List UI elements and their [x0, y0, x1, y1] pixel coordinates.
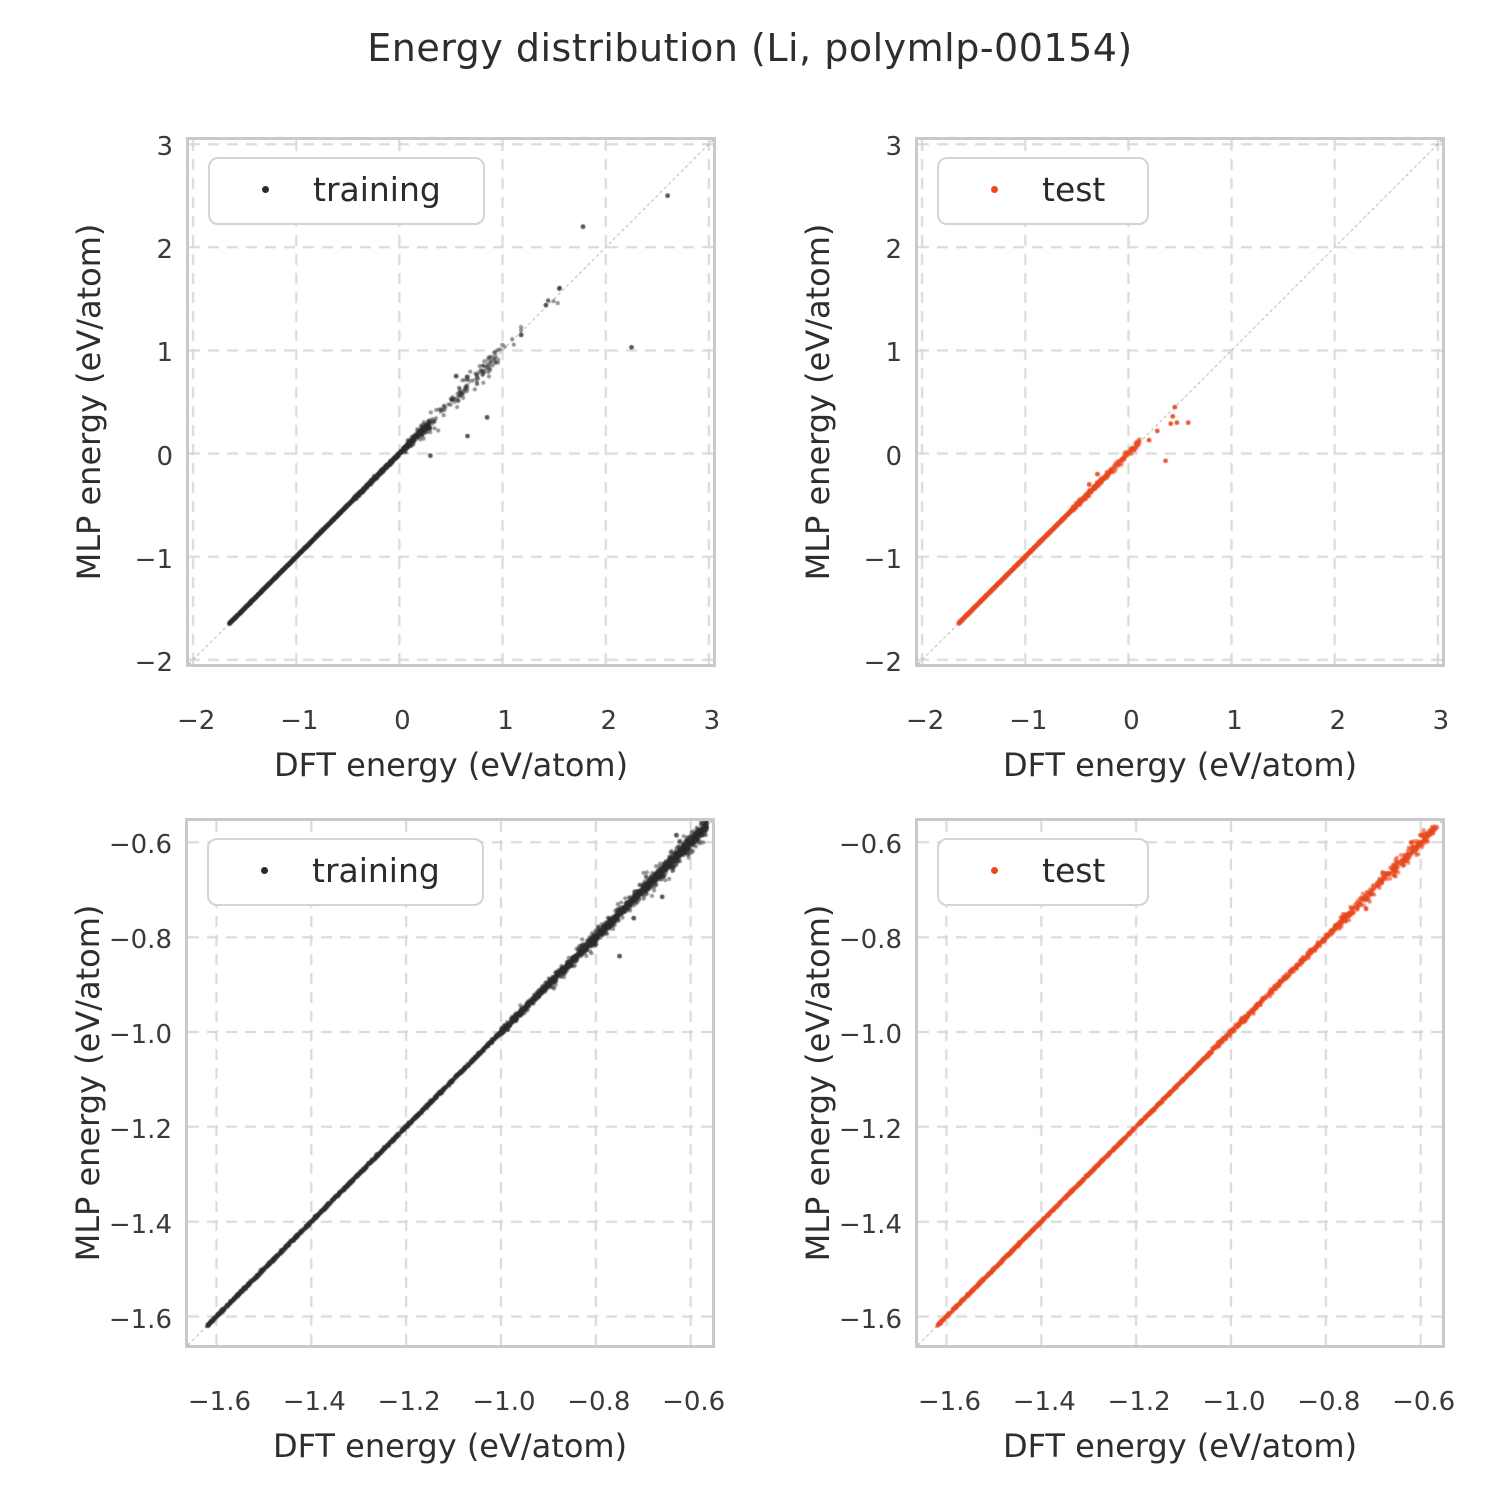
scatter-canvas-training-full: [189, 140, 713, 664]
legend-label: training: [312, 851, 440, 890]
legend-label: test: [1042, 170, 1106, 209]
y-tick-label: −0.8: [838, 925, 902, 956]
x-tick-label: 1: [497, 706, 514, 736]
y-tick-label: 2: [156, 235, 173, 266]
legend-box: training: [208, 157, 485, 225]
legend-marker-icon: [261, 867, 268, 875]
x-tick-label: −0.8: [1297, 1387, 1361, 1417]
x-tick-label: −1.4: [1012, 1387, 1076, 1417]
x-tick-label: −1.6: [917, 1387, 982, 1417]
scatter-panel-training-zoom: training DFT energy (eV/atom) MLP energy…: [69, 818, 725, 1465]
x-tick-label: −0.8: [567, 1387, 631, 1417]
scatter-canvas-test-full: [918, 140, 1442, 664]
legend-label: test: [1042, 851, 1106, 890]
y-tick-label: 3: [885, 132, 902, 163]
y-tick-label: 1: [885, 338, 902, 369]
y-tick-label: 2: [885, 235, 902, 266]
x-tick-label: −1.2: [1107, 1387, 1171, 1417]
y-tick-label: −0.6: [108, 830, 172, 861]
y-tick-label: −1.2: [108, 1114, 172, 1145]
x-tick-label: −0.6: [662, 1387, 726, 1417]
x-tick-label: 3: [1432, 706, 1450, 736]
y-tick-label: −1.4: [108, 1209, 172, 1240]
y-tick-label: −0.6: [838, 830, 902, 861]
chart-title: Energy distribution (Li, polymlp-00154): [367, 26, 1133, 70]
x-tick-label: −1.0: [472, 1387, 536, 1417]
y-tick-label: −1: [863, 544, 902, 575]
scatter-panel-test-zoom: test DFT energy (eV/atom) MLP energy (eV…: [799, 818, 1455, 1465]
y-axis-label: MLP energy (eV/atom): [799, 904, 837, 1262]
legend-box: training: [207, 838, 484, 906]
y-tick-label: −2: [863, 647, 902, 678]
x-tick-label: 0: [1123, 706, 1140, 736]
y-tick-label: −2: [134, 647, 173, 678]
legend-marker-icon: [991, 867, 998, 875]
x-tick-label: −1.6: [187, 1387, 252, 1417]
x-tick-label: −1.2: [377, 1387, 441, 1417]
y-tick-label: −1.6: [108, 1304, 172, 1335]
x-tick-label: −2: [176, 706, 216, 736]
x-tick-label: −1: [280, 706, 319, 736]
scatter-canvas-test-zoom: [918, 821, 1442, 1345]
x-axis-label: DFT energy (eV/atom): [1002, 746, 1358, 784]
x-tick-label: 2: [600, 706, 617, 736]
y-tick-label: −1: [134, 544, 173, 575]
x-tick-label: 1: [1226, 706, 1243, 736]
y-tick-label: −1.0: [108, 1020, 172, 1051]
y-tick-label: −1.0: [838, 1020, 902, 1051]
legend-box: test: [937, 157, 1150, 225]
y-tick-label: 3: [156, 132, 173, 163]
legend-box: test: [937, 838, 1150, 906]
y-tick-label: 0: [885, 441, 902, 472]
y-tick-label: −1.6: [838, 1304, 902, 1335]
x-tick-label: −0.6: [1392, 1387, 1456, 1417]
legend-label: training: [313, 170, 441, 209]
y-tick-label: 0: [156, 441, 173, 472]
x-tick-label: 2: [1329, 706, 1346, 736]
x-axis-label: DFT energy (eV/atom): [1002, 1427, 1358, 1465]
y-tick-label: −1.2: [838, 1114, 902, 1145]
x-axis-label: DFT energy (eV/atom): [273, 746, 629, 784]
x-axis-label: DFT energy (eV/atom): [272, 1427, 628, 1465]
y-tick-label: −1.4: [838, 1209, 902, 1240]
scatter-canvas-training-zoom: [188, 821, 712, 1345]
legend-marker-icon: [262, 186, 269, 194]
scatter-panel-test-full: test DFT energy (eV/atom) MLP energy (eV…: [799, 132, 1449, 784]
x-tick-label: −1: [1009, 706, 1048, 736]
x-tick-label: −1.0: [1202, 1387, 1266, 1417]
x-tick-label: 3: [703, 706, 721, 736]
y-tick-label: 1: [156, 338, 173, 369]
x-tick-label: −2: [905, 706, 945, 736]
y-axis-label: MLP energy (eV/atom): [69, 904, 107, 1262]
y-tick-label: −0.8: [108, 925, 172, 956]
x-tick-label: 0: [394, 706, 411, 736]
x-tick-label: −1.4: [282, 1387, 346, 1417]
y-axis-label: MLP energy (eV/atom): [70, 223, 108, 581]
y-axis-label: MLP energy (eV/atom): [799, 223, 837, 581]
legend-marker-icon: [991, 186, 998, 194]
scatter-panel-training-full: training DFT energy (eV/atom) MLP energy…: [70, 132, 720, 784]
